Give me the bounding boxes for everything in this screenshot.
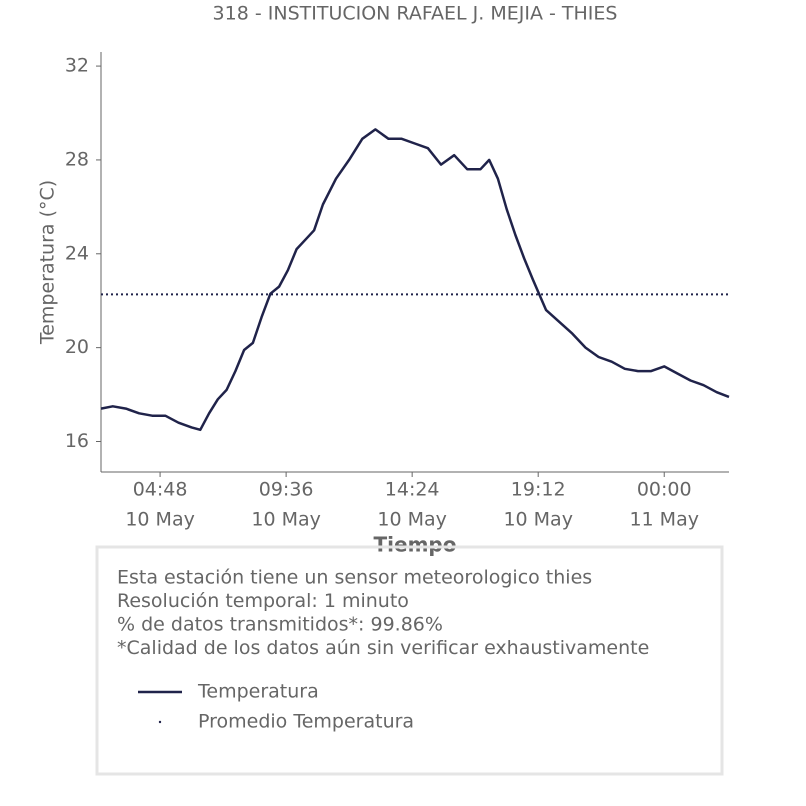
x-tick-label: 14:24	[385, 479, 440, 501]
x-tick-label: 10 May	[377, 509, 447, 531]
x-tick-label: 10 May	[251, 509, 321, 531]
y-tick-label: 24	[65, 242, 89, 264]
info-text: Resolución temporal: 1 minuto	[117, 590, 409, 612]
legend-swatch	[158, 720, 162, 724]
chart-title: 318 - INSTITUCION RAFAEL J. MEJIA - THIE…	[213, 3, 618, 25]
info-text: % de datos transmitidos*: 99.86%	[117, 614, 443, 636]
y-tick-label: 20	[65, 336, 89, 358]
legend-label: Temperatura	[197, 681, 319, 703]
series-line	[100, 128, 730, 432]
y-tick-label: 32	[65, 55, 89, 77]
info-text: Esta estación tiene un sensor meteorolog…	[117, 567, 592, 589]
x-tick-label: 19:12	[511, 479, 566, 501]
info-text: *Calidad de los datos aún sin verificar …	[117, 637, 649, 659]
y-tick-label: 28	[65, 148, 89, 170]
y-tick-label: 16	[65, 430, 89, 452]
x-tick-label: 00:00	[637, 479, 692, 501]
x-tick-label: 10 May	[503, 509, 573, 531]
x-tick-label: 09:36	[259, 479, 314, 501]
info-box	[95, 545, 724, 776]
x-tick-label: 11 May	[629, 509, 699, 531]
y-axis-label: Temperatura (°C)	[37, 180, 59, 345]
x-tick-label: 10 May	[125, 509, 195, 531]
legend-label: Promedio Temperatura	[198, 711, 414, 733]
x-tick-label: 04:48	[133, 479, 188, 501]
x-axis-label: Tiempo	[374, 533, 457, 557]
